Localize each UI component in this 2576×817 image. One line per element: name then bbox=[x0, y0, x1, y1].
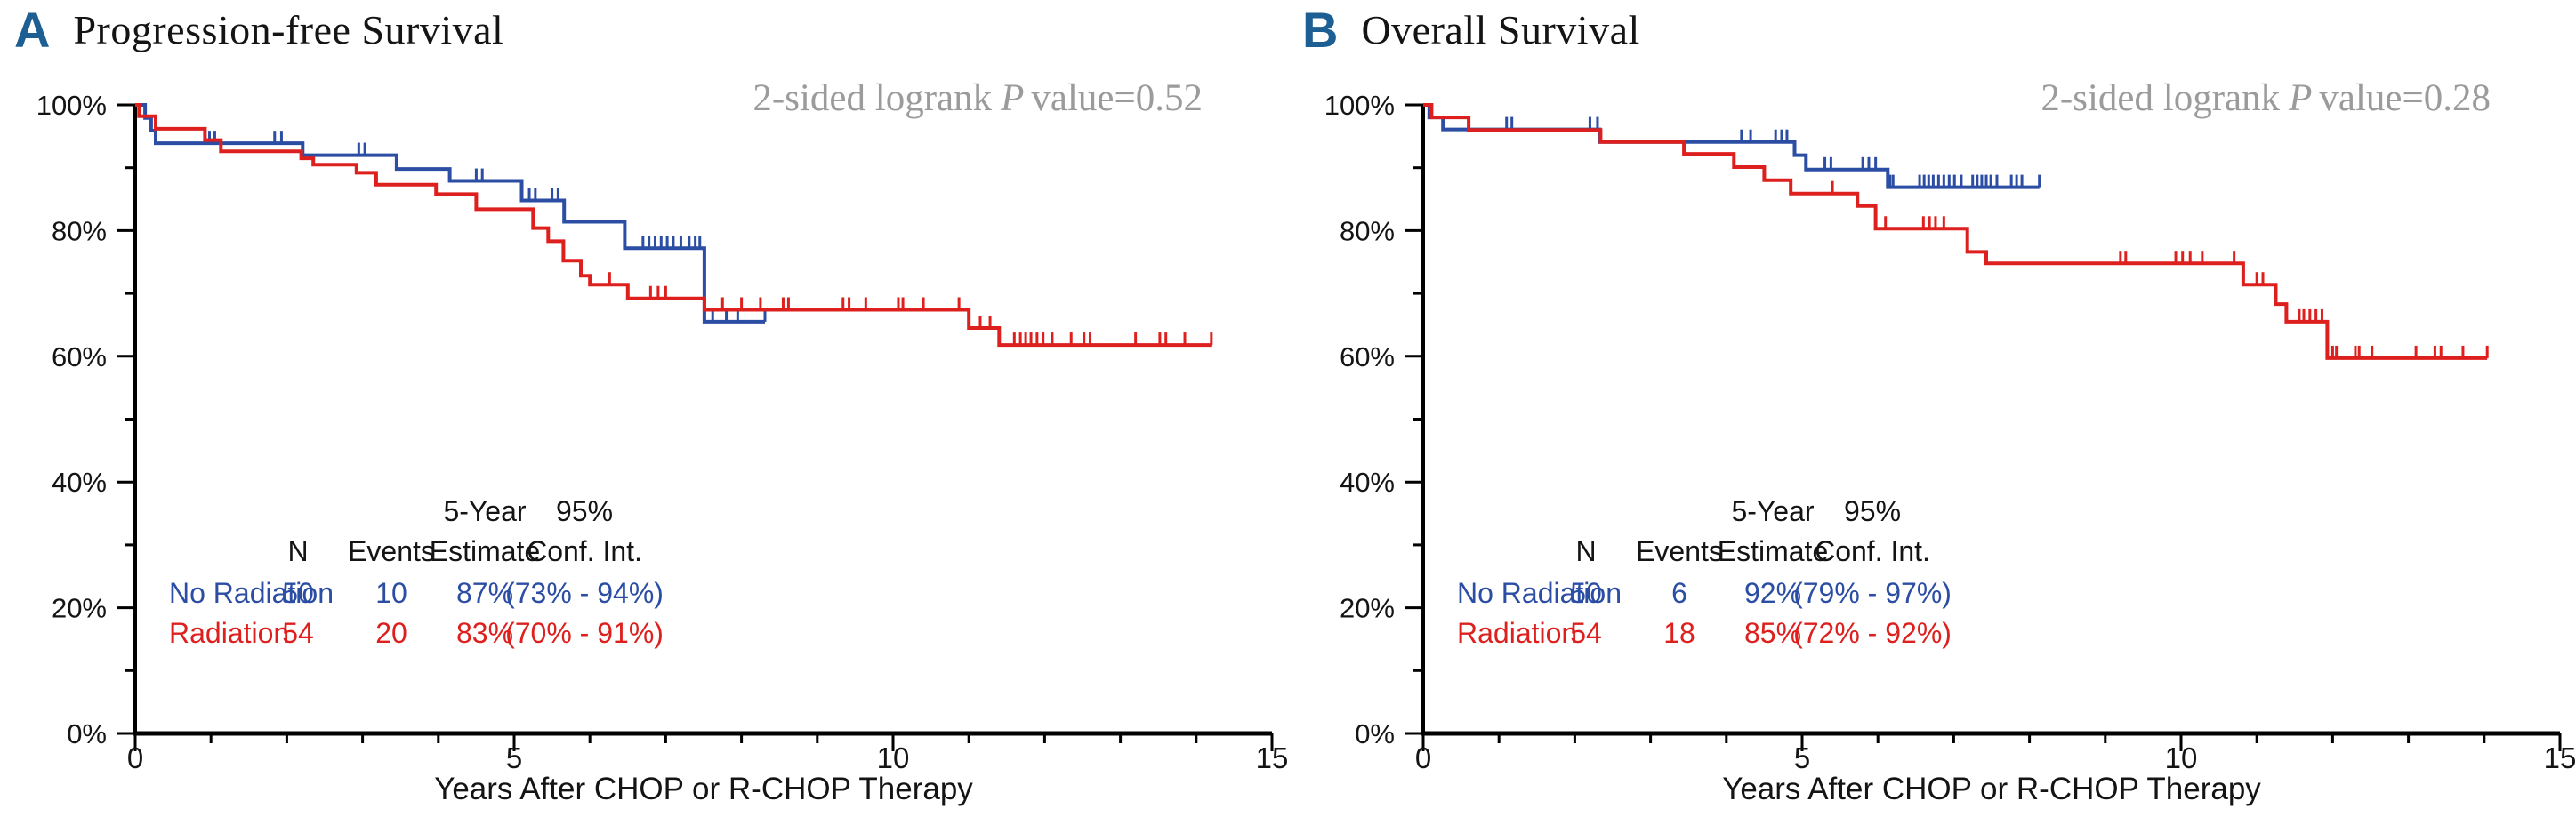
table-row-label: No Radiation bbox=[1457, 577, 1622, 609]
table-row-label: No Radiation bbox=[169, 577, 334, 609]
censor-ticks-radiation bbox=[1831, 180, 2489, 358]
table-header: Events bbox=[1636, 535, 1723, 567]
table-row-label: Radiation bbox=[169, 617, 289, 649]
table-cell: (79% - 97%) bbox=[1793, 577, 1952, 609]
pvalue-prefix: 2-sided logrank bbox=[753, 77, 993, 119]
pvalue-p-italic: P bbox=[2289, 77, 2313, 119]
panel-header: A Progression-free Survival bbox=[14, 5, 503, 55]
y-tick-label: 100% bbox=[36, 90, 107, 121]
x-tick-label: 0 bbox=[127, 741, 143, 774]
table-header: 5-Year bbox=[443, 495, 526, 527]
pvalue-prefix: 2-sided logrank bbox=[2041, 77, 2281, 119]
table-cell: (72% - 92%) bbox=[1793, 617, 1952, 649]
y-tick-label: 100% bbox=[1324, 90, 1395, 121]
table-header: N bbox=[287, 535, 308, 567]
table-cell: (73% - 94%) bbox=[505, 577, 664, 609]
censor-ticks-radiation bbox=[608, 272, 1213, 346]
censor-ticks-no-radiation bbox=[1505, 116, 2041, 188]
y-tick-label: 40% bbox=[52, 467, 107, 498]
panel-letter: A bbox=[14, 2, 51, 58]
table-cell: (70% - 91%) bbox=[505, 617, 664, 649]
panel-header: B Overall Survival bbox=[1302, 5, 1640, 55]
table-cell: 10 bbox=[375, 577, 407, 609]
x-axis-title: Years After CHOP or R-CHOP Therapy bbox=[1722, 772, 2261, 806]
y-tick-label: 0% bbox=[67, 718, 107, 749]
table-header: Conf. Int. bbox=[1815, 535, 1930, 567]
pvalue-value: value=0.28 bbox=[2319, 77, 2491, 119]
curve-radiation bbox=[1423, 103, 2488, 360]
curve-radiation bbox=[135, 103, 1212, 348]
km-plot-progression-free: 100% 80% 60% 40% 20% 0% 0 5 10 15 Years After CHOP… bbox=[36, 90, 1288, 806]
table-cell: 50 bbox=[282, 577, 314, 609]
axes bbox=[1405, 103, 2562, 751]
x-tick-label: 0 bbox=[1415, 741, 1431, 774]
table-cell: 18 bbox=[1663, 617, 1695, 649]
table-row-label: Radiation bbox=[1457, 617, 1577, 649]
table-header: Estimate bbox=[430, 535, 540, 567]
panel-title: Overall Survival bbox=[1361, 7, 1640, 52]
x-tick-label: 5 bbox=[506, 741, 522, 774]
table-cell: 54 bbox=[1570, 617, 1602, 649]
table-cell: 6 bbox=[1671, 577, 1687, 609]
table-header: Events bbox=[348, 535, 435, 567]
table-header: Estimate bbox=[1718, 535, 1828, 567]
table-cell: 87% bbox=[456, 577, 513, 609]
axes bbox=[117, 103, 1274, 751]
x-tick-label: 10 bbox=[2165, 741, 2198, 774]
y-tick-label: 60% bbox=[1340, 341, 1395, 372]
panel-letter: B bbox=[1302, 2, 1339, 58]
panel-progression-free-survival: A Progression-free Survival 2-sided logr… bbox=[0, 5, 1288, 807]
table-header: 5-Year bbox=[1731, 495, 1814, 527]
pvalue-value: value=0.52 bbox=[1031, 77, 1203, 119]
y-tick-label: 20% bbox=[1340, 593, 1395, 624]
y-tick-label: 40% bbox=[1340, 467, 1395, 498]
y-tick-label: 80% bbox=[52, 215, 107, 246]
y-tick-label: 0% bbox=[1355, 718, 1395, 749]
panel-title: Progression-free Survival bbox=[73, 7, 504, 52]
censor-ticks-no-radiation bbox=[207, 131, 767, 322]
table-cell: 85% bbox=[1744, 617, 1801, 649]
table-header: 95% bbox=[556, 495, 613, 527]
table-header: 95% bbox=[1844, 495, 1901, 527]
x-tick-label: 10 bbox=[877, 741, 910, 774]
table-cell: 20 bbox=[375, 617, 407, 649]
km-plot-overall-survival: 100% 80% 60% 40% 20% 0% 0 5 10 15 Years After CHOP… bbox=[1324, 90, 2576, 806]
table-cell: 92% bbox=[1744, 577, 1801, 609]
y-tick-label: 60% bbox=[52, 341, 107, 372]
x-tick-label: 15 bbox=[2544, 741, 2576, 774]
curve-no-radiation bbox=[135, 103, 765, 324]
y-tick-label: 80% bbox=[1340, 215, 1395, 246]
pvalue-p-italic: P bbox=[1001, 77, 1025, 119]
table-header: N bbox=[1575, 535, 1596, 567]
table-cell: 54 bbox=[282, 617, 314, 649]
x-tick-label: 5 bbox=[1794, 741, 1810, 774]
curve-no-radiation bbox=[1423, 103, 2040, 189]
y-tick-label: 20% bbox=[52, 593, 107, 624]
x-tick-label: 15 bbox=[1256, 741, 1288, 774]
table-cell: 83% bbox=[456, 617, 513, 649]
table-cell: 50 bbox=[1570, 577, 1602, 609]
table-header: Conf. Int. bbox=[527, 535, 642, 567]
x-axis-title: Years After CHOP or R-CHOP Therapy bbox=[434, 772, 973, 806]
